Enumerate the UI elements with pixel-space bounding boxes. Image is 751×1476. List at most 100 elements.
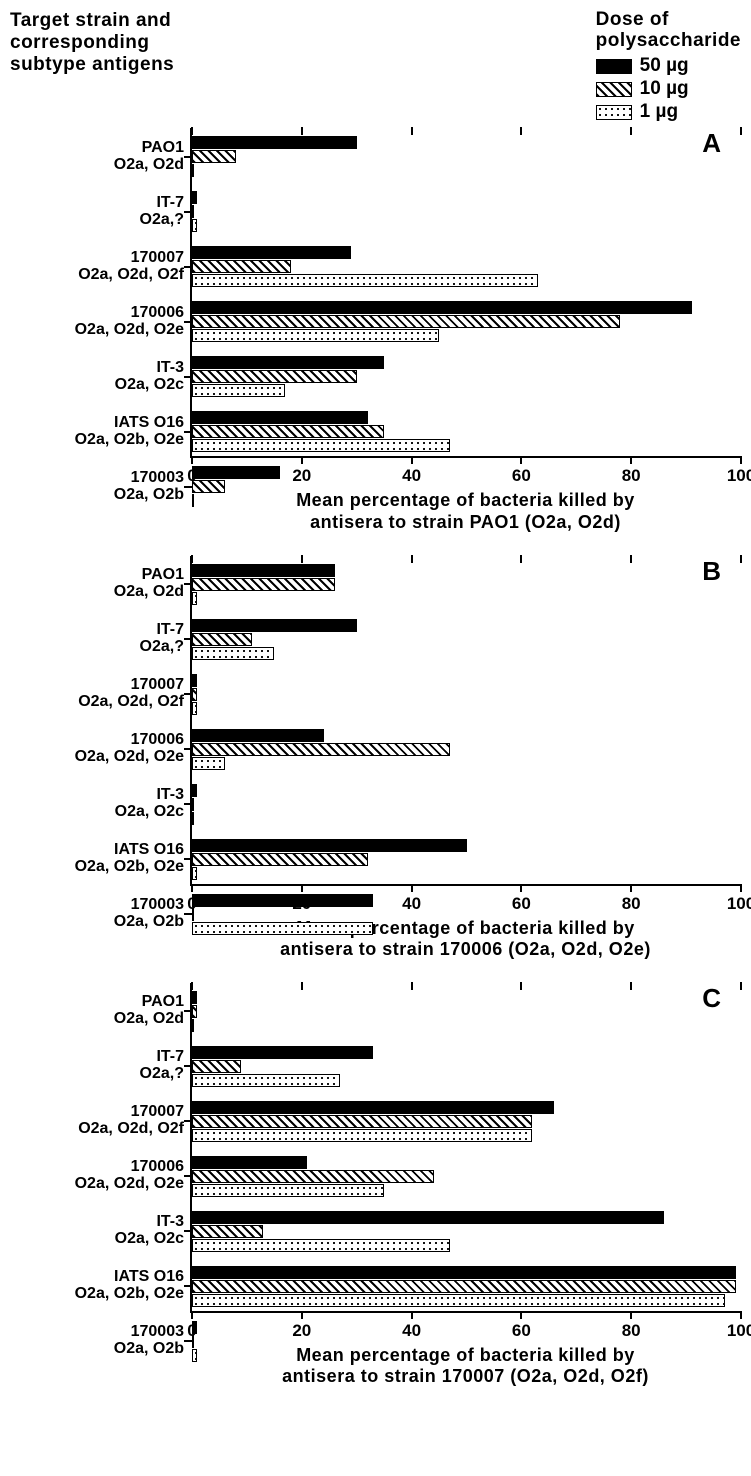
bar-10ug xyxy=(192,578,335,591)
legend-swatch xyxy=(596,82,632,97)
plot-area: 020406080100 xyxy=(190,128,741,458)
x-tick-top xyxy=(740,555,742,563)
bar-1ug xyxy=(192,812,194,825)
x-tick-top xyxy=(630,127,632,135)
chart-row: PAO1O2a, O2dIT-7O2a,?170007O2a, O2d, O2f… xyxy=(10,556,741,886)
strain-label: IT-3O2a, O2c xyxy=(115,1214,184,1248)
x-tick xyxy=(411,456,413,464)
x-tick-label: 0 xyxy=(187,466,196,486)
strain-subtype: O2a, O2d xyxy=(114,583,184,600)
bar-50ug xyxy=(192,619,357,632)
strain-name: 170006 xyxy=(131,304,184,321)
bar-10ug xyxy=(192,260,291,273)
strain-subtype: O2a, O2c xyxy=(115,376,184,393)
title-line: subtype antigens xyxy=(10,54,174,75)
x-tick-top xyxy=(740,127,742,135)
bar-1ug xyxy=(192,1129,532,1142)
y-tick xyxy=(184,803,192,805)
strain-subtype: O2a, O2d, O2f xyxy=(78,1120,184,1137)
x-tick xyxy=(520,1311,522,1319)
strain-subtype: O2a, O2c xyxy=(115,1230,184,1247)
x-tick-label: 20 xyxy=(292,1321,311,1341)
x-tick-label: 80 xyxy=(622,1321,641,1341)
bar-1ug xyxy=(192,1349,197,1362)
bar-1ug xyxy=(192,702,197,715)
y-tick xyxy=(184,376,192,378)
x-tick xyxy=(740,456,742,464)
x-tick-label: 60 xyxy=(512,894,531,914)
strain-name: IT-7 xyxy=(156,1048,184,1065)
x-tick-top xyxy=(301,555,303,563)
figure-root: Target strain and corresponding subtype … xyxy=(10,10,741,1388)
bar-1ug xyxy=(192,164,194,177)
bar-10ug xyxy=(192,1280,736,1293)
y-tick xyxy=(184,211,192,213)
x-tick-top xyxy=(301,127,303,135)
bar-50ug xyxy=(192,1266,736,1279)
bar-50ug xyxy=(192,564,335,577)
x-tick-top xyxy=(520,127,522,135)
x-axis-label: Mean percentage of bacteria killed byant… xyxy=(190,1345,741,1388)
strain-subtype: O2a, O2d, O2e xyxy=(75,321,184,338)
x-tick-label: 20 xyxy=(292,466,311,486)
x-tick-label: 60 xyxy=(512,466,531,486)
title-line: corresponding xyxy=(10,32,150,53)
bar-10ug xyxy=(192,688,197,701)
bar-1ug xyxy=(192,494,194,507)
y-tick xyxy=(184,1010,192,1012)
strain-name: IATS O16 xyxy=(114,841,184,858)
xlabel-line: Mean percentage of bacteria killed by xyxy=(296,490,635,510)
bar-50ug xyxy=(192,1101,554,1114)
bar-1ug xyxy=(192,1074,340,1087)
strain-subtype: O2a, O2d, O2e xyxy=(75,1175,184,1192)
bar-1ug xyxy=(192,1184,384,1197)
bar-10ug xyxy=(192,798,194,811)
bar-50ug xyxy=(192,246,351,259)
y-tick xyxy=(184,748,192,750)
bar-50ug xyxy=(192,411,368,424)
bar-50ug xyxy=(192,191,197,204)
strain-label: 170007O2a, O2d, O2f xyxy=(78,677,184,711)
bar-1ug xyxy=(192,922,373,935)
x-tick-top xyxy=(411,127,413,135)
strain-label: PAO1O2a, O2d xyxy=(114,140,184,174)
strain-subtype: O2a, O2d xyxy=(114,156,184,173)
strain-name: IT-3 xyxy=(156,1213,184,1230)
strain-name: 170007 xyxy=(131,676,184,693)
y-tick xyxy=(184,1065,192,1067)
x-tick-label: 20 xyxy=(292,894,311,914)
y-tick xyxy=(184,1120,192,1122)
strain-label: PAO1O2a, O2d xyxy=(114,994,184,1028)
bar-10ug xyxy=(192,425,384,438)
strain-name: 170006 xyxy=(131,1158,184,1175)
bar-50ug xyxy=(192,136,357,149)
x-tick-top xyxy=(301,982,303,990)
x-tick xyxy=(740,1311,742,1319)
x-tick-top xyxy=(411,982,413,990)
strain-name: IT-7 xyxy=(156,194,184,211)
strain-name: 170003 xyxy=(131,896,184,913)
x-tick-label: 60 xyxy=(512,1321,531,1341)
strain-name: 170006 xyxy=(131,731,184,748)
x-tick xyxy=(301,456,303,464)
strain-name: IATS O16 xyxy=(114,414,184,431)
chart-row: PAO1O2a, O2dIT-7O2a,?170007O2a, O2d, O2f… xyxy=(10,128,741,458)
x-tick xyxy=(301,884,303,892)
x-tick-top xyxy=(630,555,632,563)
x-tick xyxy=(520,456,522,464)
y-tick xyxy=(184,431,192,433)
bar-10ug xyxy=(192,743,450,756)
x-tick xyxy=(520,884,522,892)
y-axis-labels: PAO1O2a, O2dIT-7O2a,?170007O2a, O2d, O2f… xyxy=(10,128,190,458)
bar-50ug xyxy=(192,466,280,479)
legend-swatch xyxy=(596,105,632,120)
strain-label: 170006O2a, O2d, O2e xyxy=(75,1159,184,1193)
y-tick xyxy=(184,156,192,158)
legend-label: 1 µg xyxy=(640,102,678,123)
strain-subtype: O2a, O2d xyxy=(114,1010,184,1027)
strain-name: PAO1 xyxy=(142,566,184,583)
strain-label: IT-3O2a, O2c xyxy=(115,787,184,821)
x-tick-top xyxy=(520,982,522,990)
bar-10ug xyxy=(192,1060,241,1073)
bar-10ug xyxy=(192,1005,197,1018)
